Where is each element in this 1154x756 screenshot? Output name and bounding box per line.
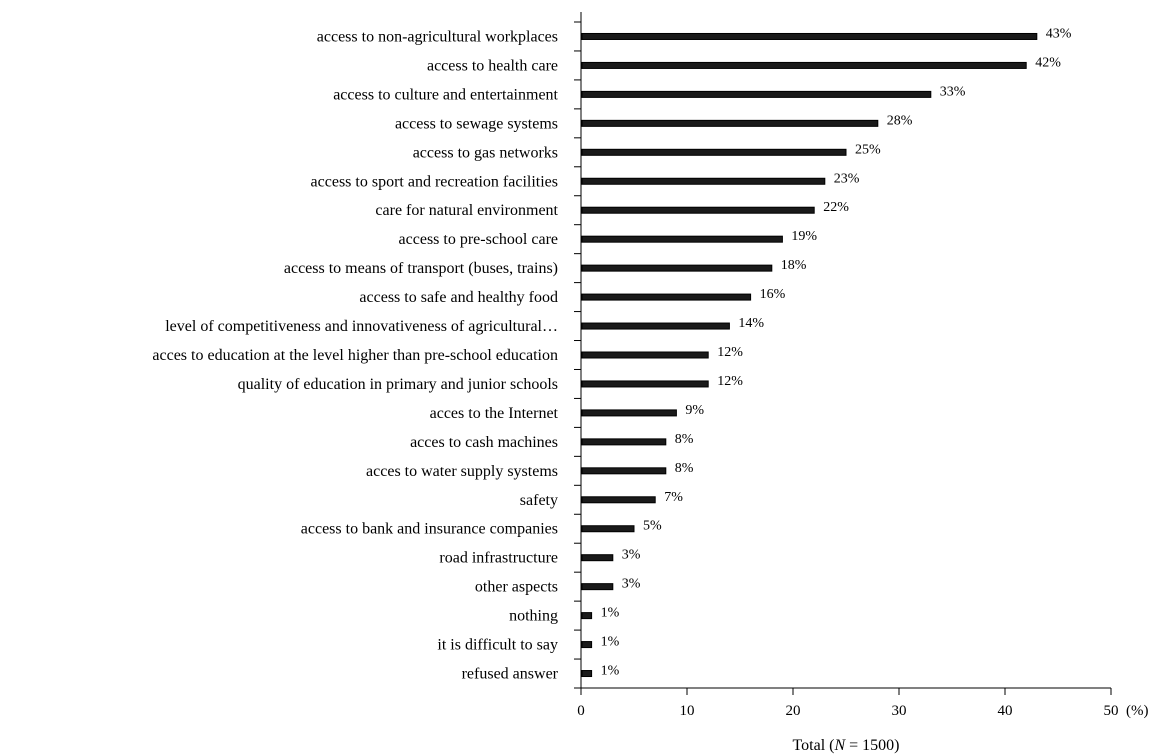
x-tick-label: 40	[998, 703, 1013, 719]
x-axis-title: Total (N = 1500)	[792, 737, 899, 754]
data-label: 5%	[643, 519, 662, 534]
x-axis-title-italic: N	[833, 737, 846, 754]
x-axis-title-suffix: = 1500)	[845, 737, 899, 754]
data-label: 25%	[855, 142, 881, 157]
x-tick-labels: 0 10 20 30 40 50	[577, 703, 1118, 719]
category-labels: access to non-agricultural workplaces acc…	[152, 28, 558, 682]
data-label: 1%	[601, 664, 620, 679]
category-label: it is difficult to say	[437, 637, 558, 654]
data-labels: 43% 42% 33% 28% 25% 23% 22% 19% 18% 16% 14% 12% 12% 9…	[601, 26, 1072, 678]
data-label: 14%	[738, 316, 764, 331]
category-label: refused answer	[462, 666, 559, 683]
bar	[581, 670, 593, 678]
x-tick-label: 30	[892, 703, 907, 719]
bar	[581, 612, 593, 620]
category-label: care for natural environment	[375, 202, 558, 219]
data-label: 3%	[622, 577, 641, 592]
data-label: 23%	[834, 171, 860, 186]
data-label: 7%	[664, 490, 683, 505]
bar	[581, 119, 879, 127]
data-label: 8%	[675, 461, 694, 476]
bar	[581, 177, 826, 185]
bars	[581, 32, 1038, 678]
category-label: safety	[520, 492, 558, 509]
data-label: 12%	[717, 374, 743, 389]
category-label: acces to cash machines	[410, 434, 558, 451]
bar	[581, 641, 593, 649]
category-label: acces to the Internet	[430, 405, 559, 422]
category-label: access to culture and entertainment	[333, 86, 558, 103]
category-label: access to pre-school care	[399, 231, 558, 248]
x-tick-label: 0	[577, 703, 585, 719]
bar	[581, 293, 752, 301]
data-label: 28%	[887, 113, 913, 128]
x-tick-label: 20	[786, 703, 801, 719]
data-label: 8%	[675, 432, 694, 447]
category-label: access to sport and recreation facilitie…	[311, 173, 558, 190]
x-tick-label: 10	[680, 703, 695, 719]
data-label: 33%	[940, 84, 966, 99]
category-label: quality of education in primary and juni…	[238, 376, 558, 393]
data-label: 43%	[1046, 26, 1072, 41]
data-label: 3%	[622, 548, 641, 563]
bar	[581, 554, 614, 562]
bar	[581, 264, 773, 272]
category-label: nothing	[509, 608, 558, 625]
category-label: access to safe and healthy food	[359, 289, 558, 306]
category-label: access to sewage systems	[395, 115, 558, 132]
data-label: 16%	[760, 287, 786, 302]
bar	[581, 206, 815, 214]
category-label: acces to education at the level higher t…	[152, 347, 558, 364]
category-label: access to health care	[427, 57, 558, 74]
x-tick-label: 50	[1104, 703, 1119, 719]
category-label: access to bank and insurance companies	[301, 521, 558, 538]
x-axis-title-prefix: Total (	[792, 737, 834, 754]
bar	[581, 322, 730, 330]
data-label: 9%	[685, 403, 704, 418]
category-label: access to non-agricultural workplaces	[317, 28, 558, 45]
category-label: access to gas networks	[413, 144, 558, 161]
x-axis-ticks	[580, 688, 1112, 695]
data-label: 1%	[601, 606, 620, 621]
bar	[581, 148, 847, 156]
category-label: road infrastructure	[439, 550, 558, 567]
category-label: access to means of transport (buses, tra…	[284, 260, 558, 277]
bar	[581, 496, 656, 504]
category-label: level of competitiveness and innovativen…	[165, 318, 558, 335]
bar	[581, 351, 709, 359]
bar	[581, 583, 614, 591]
bar	[581, 32, 1038, 40]
bar	[581, 438, 667, 446]
y-axis-ticks	[574, 21, 581, 689]
bar	[581, 467, 667, 475]
data-label: 19%	[791, 229, 817, 244]
bar	[581, 409, 677, 417]
category-label: other aspects	[475, 579, 558, 596]
category-label: acces to water supply systems	[366, 463, 558, 480]
data-label: 42%	[1035, 55, 1061, 70]
data-label: 1%	[601, 635, 620, 650]
x-axis-unit-label: (%)	[1126, 703, 1149, 719]
bar	[581, 61, 1027, 69]
bar	[581, 380, 709, 388]
bar	[581, 525, 635, 533]
data-label: 18%	[781, 258, 807, 273]
data-label: 22%	[823, 200, 849, 215]
data-label: 12%	[717, 345, 743, 360]
bar	[581, 235, 783, 243]
bar	[581, 90, 932, 98]
